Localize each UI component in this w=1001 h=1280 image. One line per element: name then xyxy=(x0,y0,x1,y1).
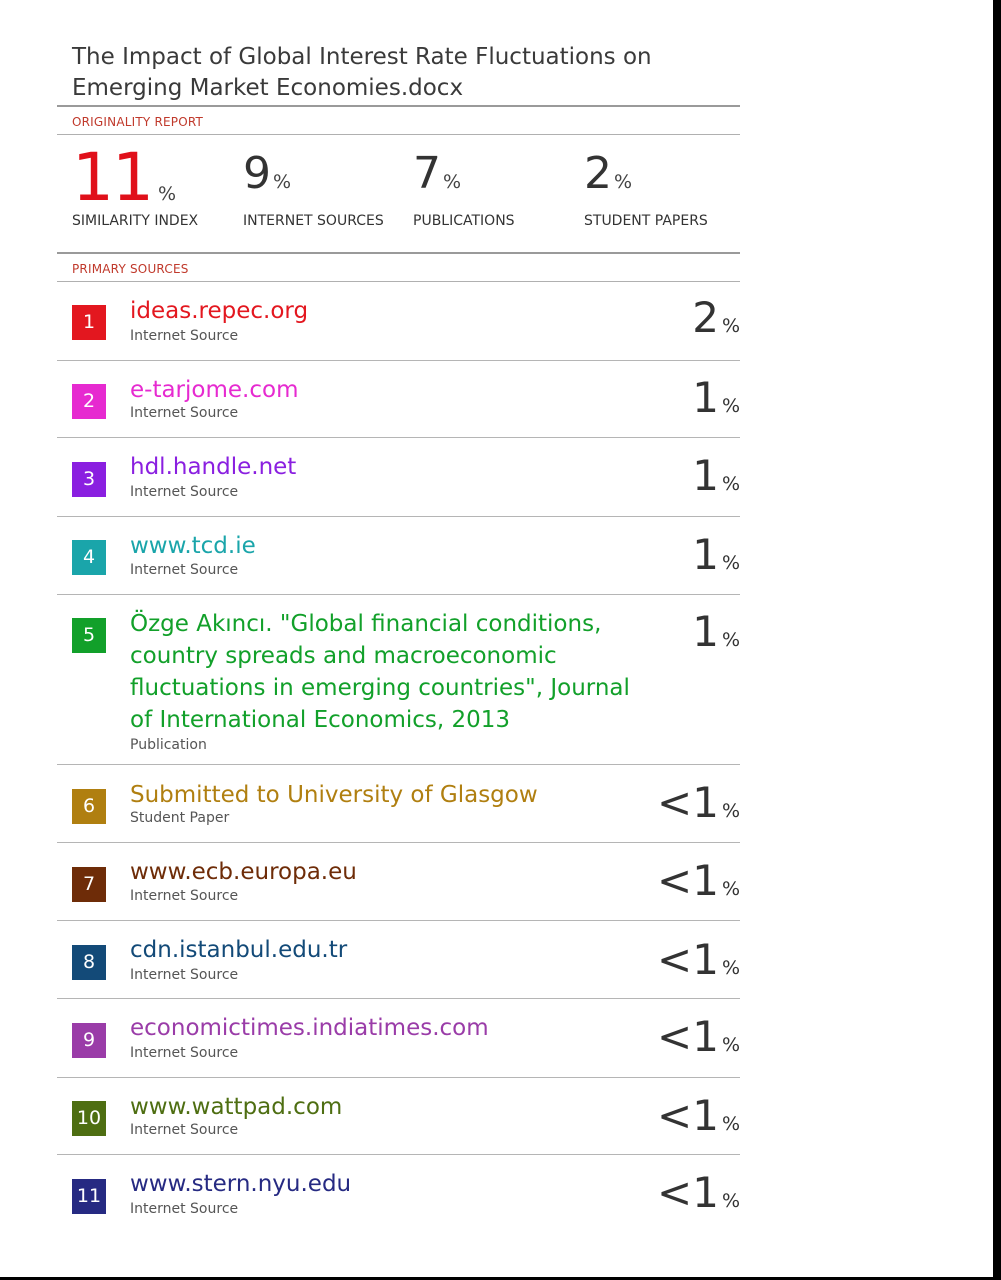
source-type: Internet Source xyxy=(130,967,239,983)
similarity-index-value: 11 xyxy=(72,139,154,216)
source-name[interactable]: economictimes.indiatimes.com xyxy=(130,1015,489,1041)
source-name[interactable]: Submitted to University of Glasgow xyxy=(130,782,538,808)
row-divider xyxy=(57,594,740,595)
source-row: 9 economictimes.indiatimes.com Internet … xyxy=(57,998,740,1078)
source-percent: <1% xyxy=(657,1168,740,1217)
source-number-badge: 6 xyxy=(72,789,106,824)
source-row: 11 www.stern.nyu.edu Internet Source <1% xyxy=(57,1154,740,1234)
report-divider xyxy=(57,134,740,135)
source-number-badge: 8 xyxy=(72,945,106,980)
source-row: 1 ideas.repec.org Internet Source 2% xyxy=(57,282,740,361)
source-name[interactable]: hdl.handle.net xyxy=(130,454,297,480)
source-number-badge: 3 xyxy=(72,462,106,497)
source-name[interactable]: www.wattpad.com xyxy=(130,1094,343,1120)
source-row: 3 hdl.handle.net Internet Source 1% xyxy=(57,437,740,517)
source-name[interactable]: Özge Akıncı. "Global financial condition… xyxy=(130,611,630,733)
source-type: Internet Source xyxy=(130,328,239,344)
row-divider xyxy=(57,920,740,921)
primary-sources-divider xyxy=(57,281,740,282)
source-name[interactable]: www.tcd.ie xyxy=(130,533,256,559)
source-row: 4 www.tcd.ie Internet Source 1% xyxy=(57,516,740,595)
student-papers-stat: 2% xyxy=(584,150,632,198)
similarity-index-label: SIMILARITY INDEX xyxy=(72,213,199,229)
source-name[interactable]: www.ecb.europa.eu xyxy=(130,859,357,885)
source-percent: 1% xyxy=(692,451,740,500)
row-divider xyxy=(57,842,740,843)
source-type: Internet Source xyxy=(130,562,239,578)
internet-sources-value: 9 xyxy=(243,148,271,199)
row-divider xyxy=(57,998,740,999)
similarity-index-unit: % xyxy=(157,183,177,205)
source-name[interactable]: e-tarjome.com xyxy=(130,377,299,403)
source-row: 10 www.wattpad.com Internet Source <1% xyxy=(57,1077,740,1155)
source-type: Internet Source xyxy=(130,484,239,500)
source-number-badge: 10 xyxy=(72,1101,106,1136)
source-percent: <1% xyxy=(657,1091,740,1140)
source-name[interactable]: cdn.istanbul.edu.tr xyxy=(130,937,348,963)
source-row: 6 Submitted to University of Glasgow Stu… xyxy=(57,764,740,843)
source-percent: <1% xyxy=(657,778,740,827)
student-papers-unit: % xyxy=(614,171,633,193)
source-type: Internet Source xyxy=(130,405,239,421)
source-number-badge: 5 xyxy=(72,618,106,653)
source-number-badge: 9 xyxy=(72,1023,106,1058)
source-type: Publication xyxy=(130,737,207,753)
internet-sources-stat: 9% xyxy=(243,150,291,198)
source-percent: 2% xyxy=(692,293,740,342)
source-row: 8 cdn.istanbul.edu.tr Internet Source <1… xyxy=(57,920,740,999)
originality-report-label: ORIGINALITY REPORT xyxy=(72,115,204,129)
similarity-index-stat: 11% xyxy=(72,139,177,216)
row-divider xyxy=(57,360,740,361)
publications-unit: % xyxy=(443,171,462,193)
internet-sources-label: INTERNET SOURCES xyxy=(243,213,384,229)
source-percent: <1% xyxy=(657,935,740,984)
source-number-badge: 1 xyxy=(72,305,106,340)
source-number-badge: 4 xyxy=(72,540,106,575)
source-type: Student Paper xyxy=(130,810,230,826)
source-number-badge: 11 xyxy=(72,1179,106,1214)
source-type: Internet Source xyxy=(130,888,239,904)
source-name[interactable]: ideas.repec.org xyxy=(130,298,309,324)
source-row: 2 e-tarjome.com Internet Source 1% xyxy=(57,360,740,438)
stats-divider xyxy=(57,252,740,254)
source-name[interactable]: www.stern.nyu.edu xyxy=(130,1171,352,1197)
source-number-badge: 7 xyxy=(72,867,106,902)
publications-label: PUBLICATIONS xyxy=(413,213,515,229)
source-row: 7 www.ecb.europa.eu Internet Source <1% xyxy=(57,842,740,921)
row-divider xyxy=(57,437,740,438)
source-type: Internet Source xyxy=(130,1122,239,1138)
row-divider xyxy=(57,1077,740,1078)
source-number-badge: 2 xyxy=(72,384,106,419)
publications-stat: 7% xyxy=(413,150,461,198)
student-papers-value: 2 xyxy=(584,148,612,199)
primary-sources-label: PRIMARY SOURCES xyxy=(72,262,189,276)
source-percent: <1% xyxy=(657,1012,740,1061)
source-percent: <1% xyxy=(657,856,740,905)
source-type: Internet Source xyxy=(130,1045,239,1061)
source-percent: 1% xyxy=(692,530,740,579)
publications-value: 7 xyxy=(413,148,441,199)
row-divider xyxy=(57,1154,740,1155)
source-percent: 1% xyxy=(692,373,740,422)
row-divider xyxy=(57,516,740,517)
student-papers-label: STUDENT PAPERS xyxy=(584,213,708,229)
source-row: 5 Özge Akıncı. "Global financial conditi… xyxy=(57,594,740,765)
source-percent: 1% xyxy=(692,607,740,656)
internet-sources-unit: % xyxy=(273,171,292,193)
source-type: Internet Source xyxy=(130,1201,239,1217)
row-divider xyxy=(57,764,740,765)
title-divider xyxy=(57,105,740,107)
document-title: The Impact of Global Interest Rate Fluct… xyxy=(72,44,652,101)
